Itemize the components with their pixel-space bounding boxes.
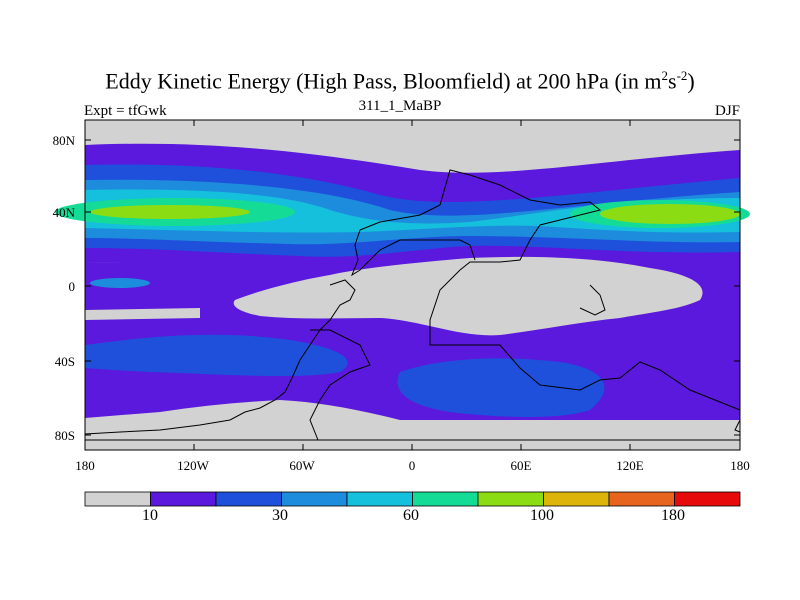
asian-jet-core	[600, 204, 740, 224]
colorbar-swatch	[281, 491, 348, 507]
x-tick-label: 120W	[177, 458, 209, 473]
colorbar-swatch	[543, 491, 610, 507]
colorbar-label: 10	[142, 507, 158, 524]
colorbar-label: 180	[661, 507, 685, 524]
coastline-islands	[579, 284, 606, 316]
antarctica-gray	[85, 400, 740, 450]
colorbar-swatch	[150, 491, 217, 507]
colorbar	[84, 491, 741, 507]
sh-midblue-patch	[90, 278, 150, 288]
sh-blue-east	[397, 358, 605, 417]
coastlines	[84, 169, 741, 441]
run-id-label: 311_1_MaBP	[358, 98, 442, 114]
colorbar-label: 100	[530, 507, 554, 524]
tropical-gray-africa-pacific	[233, 256, 703, 336]
coastline-europe	[350, 229, 476, 277]
colorbar-swatch	[477, 491, 544, 507]
y-tick-label: 80N	[52, 133, 75, 148]
coastline-south-america	[309, 329, 371, 441]
experiment-label: Expt = tfGwk	[84, 103, 167, 119]
colorbar-label: 60	[403, 507, 419, 524]
x-tick-label: 0	[408, 458, 416, 473]
pacific-jet-core	[90, 205, 250, 219]
x-tick-label: 60W	[289, 458, 315, 473]
sh-gray-strip	[85, 308, 200, 320]
colorbar-swatch	[412, 491, 479, 507]
y-tick-label: 80S	[54, 428, 75, 443]
axis-ticks	[84, 120, 741, 450]
x-tick-label: 180	[730, 458, 750, 473]
colorbar-swatch	[84, 491, 151, 507]
x-tick-label: 120E	[616, 458, 644, 473]
coastline-eurasia-africa	[359, 169, 741, 411]
season-label: DJF	[714, 103, 740, 119]
colorbar-swatch	[215, 491, 282, 507]
y-tick-label: 0	[68, 279, 76, 294]
sh-blue-west	[85, 334, 348, 377]
x-tick-label: 60E	[510, 458, 532, 473]
x-tick-label: 180	[75, 458, 95, 473]
colorbar-swatch	[674, 491, 741, 507]
colorbar-label: 30	[272, 507, 288, 524]
colorbar-swatch	[608, 491, 675, 507]
coastline-antarctica-east	[734, 419, 741, 433]
coastline-americas	[84, 279, 356, 435]
y-tick-label: 40S	[54, 354, 75, 369]
colorbar-swatch	[346, 491, 413, 507]
y-tick-label: 40N	[52, 205, 75, 220]
figure-title: Eddy Kinetic Energy (High Pass, Bloomfie…	[105, 68, 695, 94]
